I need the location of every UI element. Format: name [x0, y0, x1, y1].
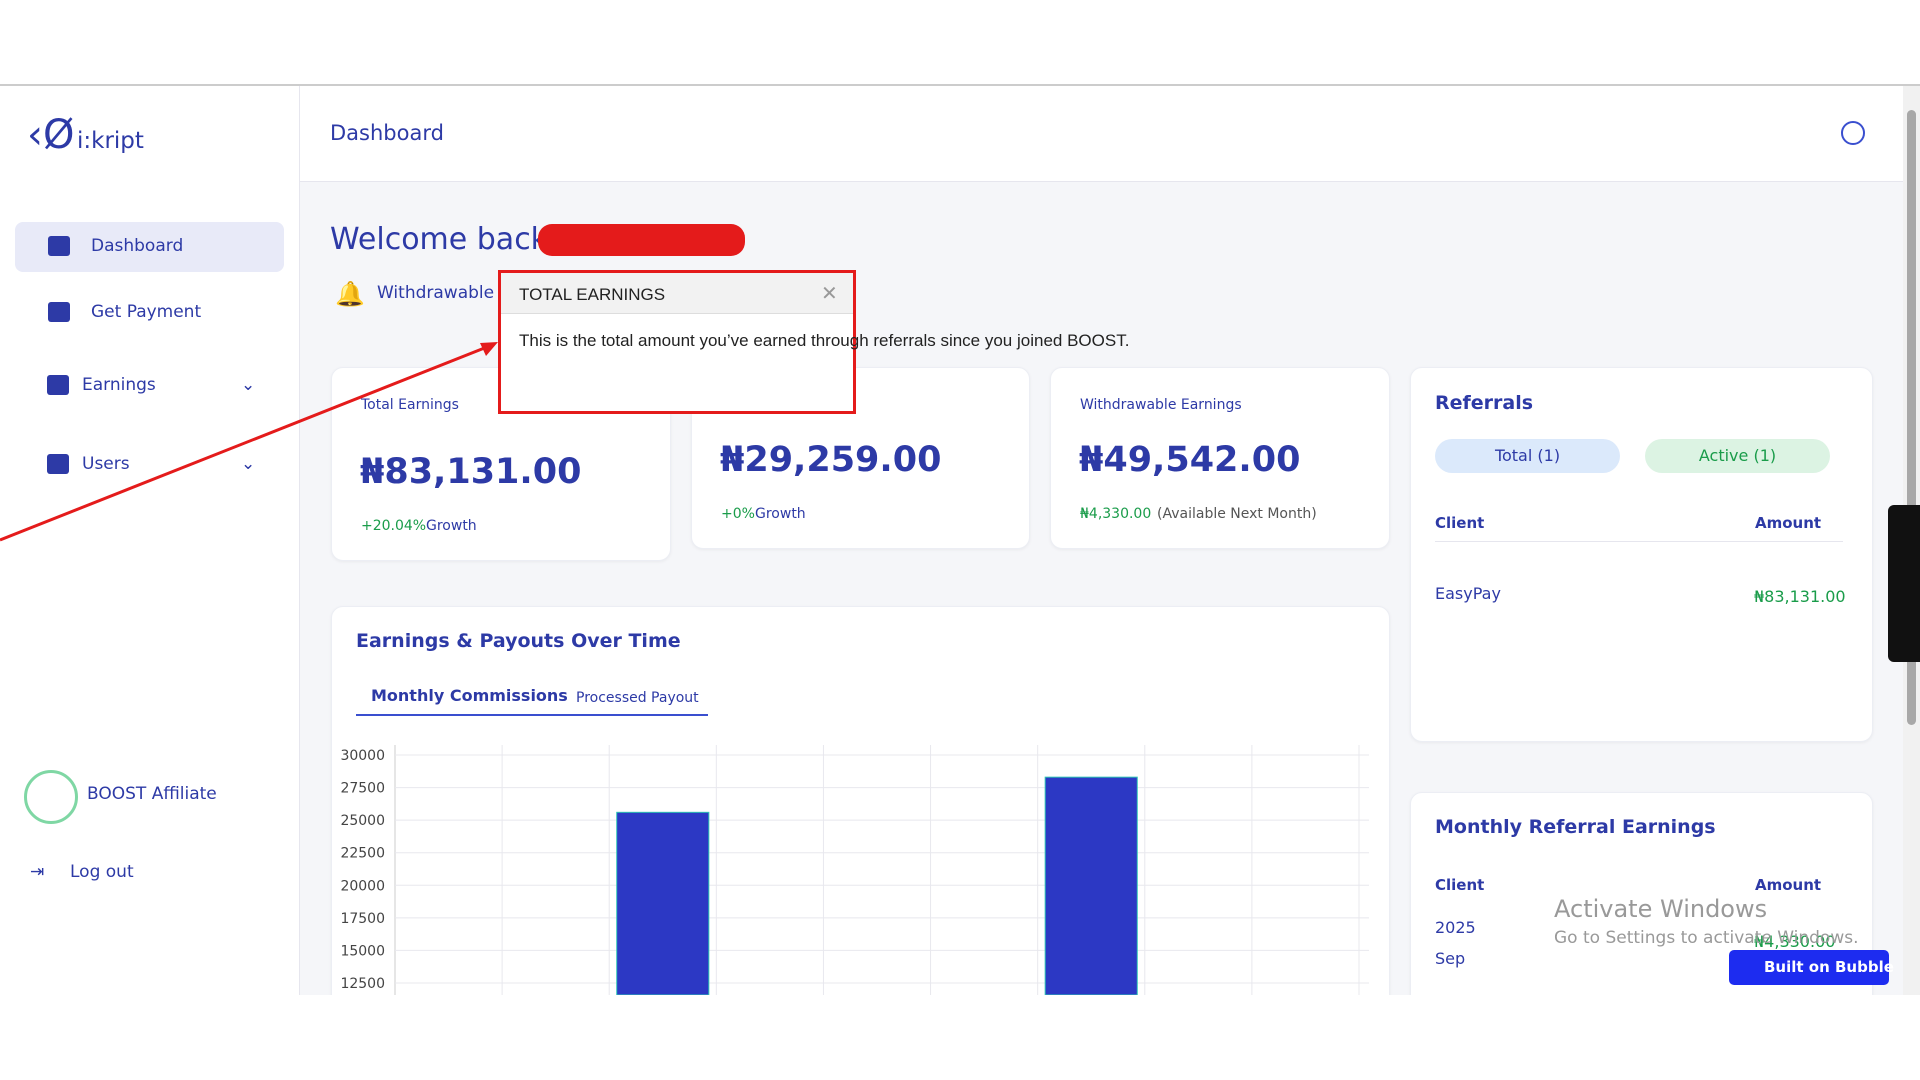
account-name: BOOST Affiliate — [87, 784, 217, 804]
icon — [48, 302, 70, 322]
tooltip-header — [501, 273, 853, 314]
growth: +20.04% — [361, 518, 427, 534]
growth-label: Growth — [755, 506, 806, 522]
card-value: ₦49,542.00 — [1079, 440, 1301, 480]
growth: +0% — [721, 506, 755, 522]
logo: i:kript — [77, 128, 144, 154]
y-tick-label: 30000 — [340, 748, 385, 764]
icon — [47, 454, 69, 474]
growth-label: Growth — [426, 518, 477, 534]
y-tick-label: 20000 — [340, 878, 385, 894]
tab-underline — [356, 714, 708, 716]
nav-label: Users — [82, 454, 130, 474]
header — [300, 86, 1903, 182]
card-label: Withdrawable Earnings — [1080, 397, 1242, 413]
y-tick-label: 17500 — [340, 911, 385, 927]
column-header: Amount — [1755, 876, 1822, 894]
divider — [1435, 541, 1843, 542]
scroll-thumb[interactable] — [1907, 110, 1916, 725]
growth: ₦4,330.00 — [1080, 506, 1152, 522]
bell-icon: 🔔 — [335, 280, 365, 308]
logout[interactable]: Log out — [70, 862, 134, 882]
tab[interactable]: Monthly Commissions — [371, 686, 568, 705]
chevron: ⌄ — [241, 375, 256, 395]
section-title: Referrals — [1435, 392, 1534, 414]
close[interactable]: ✕ — [821, 281, 838, 305]
y-tick-label: 25000 — [340, 813, 385, 829]
chevron: ⌄ — [241, 454, 256, 474]
nav-label: Dashboard — [91, 236, 184, 256]
section-title: Monthly Referral Earnings — [1435, 816, 1716, 838]
toolbar[interactable] — [1888, 505, 1920, 662]
annotation-arrow — [0, 342, 498, 542]
logo-mark: ‹Ø — [27, 112, 75, 158]
nav-item[interactable]: Users ⌄ — [15, 440, 284, 490]
bubble-badge[interactable]: Built on Bubble — [1729, 950, 1894, 985]
watermark-text: Go to Settings to activate Windows. — [1554, 928, 1859, 948]
chart-title: Earnings & Payouts Over Time — [356, 630, 681, 652]
bar — [616, 811, 710, 995]
growth-label: (Available Next Month) — [1157, 506, 1317, 522]
y-tick-label: 22500 — [340, 846, 385, 862]
tooltip: TOTAL EARNINGS ✕ This is the total amoun… — [498, 270, 1130, 414]
cell: EasyPay — [1435, 584, 1501, 603]
avatar — [24, 770, 78, 824]
icon — [48, 236, 70, 256]
nav-item[interactable]: Get Payment — [15, 288, 284, 338]
bar — [1044, 776, 1138, 995]
info-icon[interactable] — [1841, 121, 1865, 145]
y-tick-label: 15000 — [340, 943, 385, 959]
chart-card — [331, 606, 1390, 1018]
column-header: Amount — [1755, 514, 1822, 532]
card-label: Total Earnings — [361, 397, 459, 413]
bottom-band — [0, 995, 1920, 1080]
referrals-card — [1410, 367, 1873, 742]
nav-item[interactable]: Dashboard — [15, 222, 284, 272]
card-value: ₦83,131.00 — [360, 452, 582, 492]
watermark-title: Activate Windows — [1554, 895, 1768, 923]
column-header: Client — [1435, 876, 1485, 894]
tooltip-body: This is the total amount you’ve earned t… — [519, 331, 1130, 350]
nav-label: Get Payment — [91, 302, 202, 322]
notice: Withdrawable e — [377, 283, 510, 303]
tab[interactable]: Total (1) — [1435, 439, 1620, 473]
cell: ₦4,330.00 — [1754, 932, 1836, 951]
chart: 30000 27500 25000 22500 20000 17500 15000 12500 — [340, 745, 1369, 995]
page-title: Dashboard — [330, 121, 444, 145]
cell: ₦83,131.00 — [1754, 587, 1846, 606]
logout-icon[interactable]: ⇥ — [30, 862, 45, 882]
welcome: Welcome back, — [330, 222, 558, 257]
tooltip-title: TOTAL EARNINGS — [519, 285, 666, 304]
card-value: ₦29,259.00 — [720, 440, 942, 480]
y-tick-label: 27500 — [340, 781, 385, 797]
nav-label: Earnings — [82, 375, 156, 395]
y-tick-label: 12500 — [340, 976, 385, 992]
redaction — [538, 224, 745, 256]
cell: 2025 Sep — [1435, 918, 1476, 968]
icon — [47, 375, 69, 395]
tab[interactable]: Active (1) — [1645, 439, 1830, 473]
nav-item[interactable]: Earnings ⌄ — [15, 361, 284, 411]
column-header: Client — [1435, 514, 1485, 532]
card — [1050, 367, 1390, 549]
tab[interactable]: Processed Payout — [576, 690, 699, 706]
